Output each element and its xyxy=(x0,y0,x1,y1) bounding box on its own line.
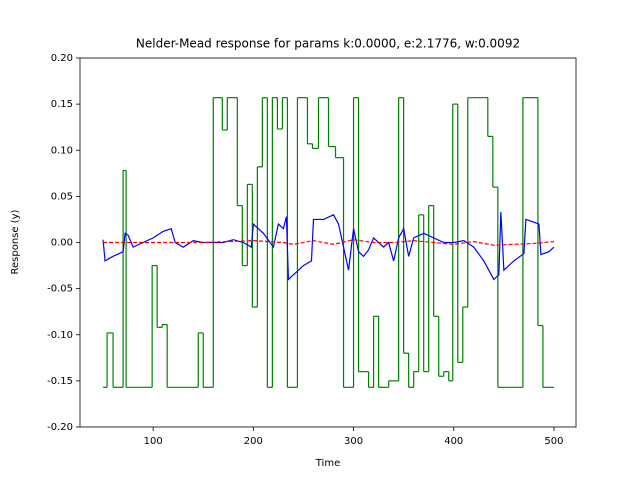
series-line xyxy=(103,239,555,246)
y-tick-label: -0.10 xyxy=(47,330,73,341)
x-tick-label: 500 xyxy=(544,436,563,447)
x-tick-label: 300 xyxy=(344,436,363,447)
y-tick-label: -0.20 xyxy=(47,422,73,433)
y-tick-label: -0.15 xyxy=(47,376,73,387)
x-tick-label: 400 xyxy=(444,436,463,447)
y-tick-label: 0.20 xyxy=(51,53,73,64)
y-tick-label: 0.05 xyxy=(51,191,73,202)
x-tick-label: 100 xyxy=(144,436,163,447)
x-axis-label: Time xyxy=(315,458,340,469)
y-axis-label: Response (y) xyxy=(10,209,21,274)
chart-title: Nelder-Mead response for params k:0.0000… xyxy=(136,37,520,51)
y-tick-label: 0.10 xyxy=(51,145,73,156)
plot-frame xyxy=(79,57,577,428)
y-tick-label: 0.00 xyxy=(51,238,73,249)
y-tick-label: -0.05 xyxy=(47,284,73,295)
y-tick-label: 0.15 xyxy=(51,99,73,110)
x-tick-label: 200 xyxy=(244,436,263,447)
